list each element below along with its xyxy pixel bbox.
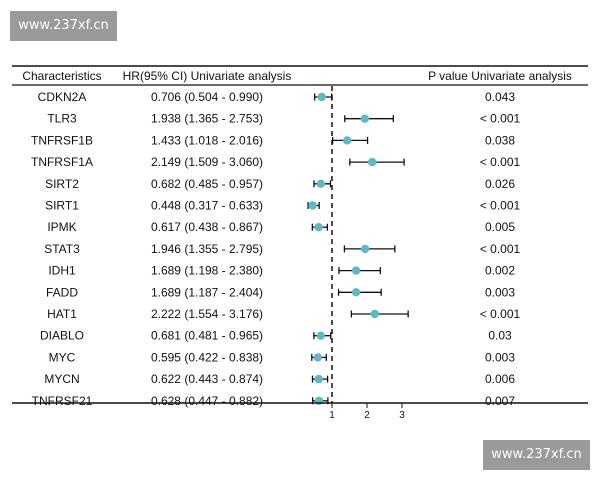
forest-row: DIABLO 0.681 (0.481 - 0.965) 0.03 xyxy=(40,329,512,343)
forest-row: TLR3 1.938 (1.365 - 2.753) < 0.001 xyxy=(47,112,520,126)
forest-row: STAT3 1.946 (1.355 - 2.795) < 0.001 xyxy=(44,242,520,256)
forest-row: TNFRSF1A 2.149 (1.509 - 3.060) < 0.001 xyxy=(31,155,521,169)
row-name: STAT3 xyxy=(44,242,80,256)
row-hr-ci: 1.938 (1.365 - 2.753) xyxy=(151,112,263,126)
hr-point xyxy=(308,201,317,210)
row-hr-ci: 0.681 (0.481 - 0.965) xyxy=(151,329,263,343)
x-axis: 1 2 3 xyxy=(329,86,405,421)
forest-row: IPMK 0.617 (0.438 - 0.867) 0.005 xyxy=(47,220,515,234)
row-p-value: 0.006 xyxy=(485,372,515,386)
row-hr-ci: 0.628 (0.447 - 0.882) xyxy=(151,394,263,408)
forest-row: HAT1 2.222 (1.554 - 3.176) < 0.001 xyxy=(47,307,520,321)
row-p-value: 0.043 xyxy=(485,90,515,104)
hr-point xyxy=(351,266,361,275)
forest-row: CDKN2A 0.706 (0.504 - 0.990) 0.043 xyxy=(38,90,516,104)
forest-row: FADD 1.689 (1.187 - 2.404) 0.003 xyxy=(46,285,515,299)
row-p-value: 0.002 xyxy=(485,264,515,278)
row-name: IDH1 xyxy=(48,264,76,278)
row-p-value: < 0.001 xyxy=(480,199,521,213)
hr-point xyxy=(316,179,326,188)
watermark-bottom: www.237xf.cn xyxy=(483,440,590,470)
row-p-value: < 0.001 xyxy=(480,307,521,321)
hr-point xyxy=(368,157,377,167)
row-hr-ci: 0.682 (0.485 - 0.957) xyxy=(151,177,263,191)
forest-row: SIRT2 0.682 (0.485 - 0.957) 0.026 xyxy=(45,177,515,191)
row-name: TNFRSF1A xyxy=(31,155,93,169)
row-name: FADD xyxy=(46,285,78,299)
hr-point xyxy=(351,288,361,297)
forest-row: TNFRSF1B 1.433 (1.018 - 2.016) 0.038 xyxy=(31,133,515,147)
row-p-value: 0.007 xyxy=(485,394,515,408)
hr-point xyxy=(314,374,323,384)
hr-point xyxy=(314,223,323,232)
row-p-value: 0.003 xyxy=(485,285,515,299)
watermark-top: www.237xf.cn xyxy=(10,11,117,41)
row-name: TNFRSF21 xyxy=(32,394,93,408)
row-p-value: 0.005 xyxy=(485,220,515,234)
hr-point xyxy=(317,92,326,102)
hr-point xyxy=(360,114,370,123)
row-name: HAT1 xyxy=(47,307,77,321)
row-p-value: < 0.001 xyxy=(480,242,521,256)
header-hr: HR(95% CI) Univariate analysis xyxy=(123,69,292,83)
row-hr-ci: 0.706 (0.504 - 0.990) xyxy=(151,90,263,104)
row-name: SIRT1 xyxy=(45,199,79,213)
row-hr-ci: 1.433 (1.018 - 2.016) xyxy=(151,133,263,147)
row-hr-ci: 2.222 (1.554 - 3.176) xyxy=(151,307,263,321)
row-name: TLR3 xyxy=(47,112,77,126)
row-p-value: 0.026 xyxy=(485,177,515,191)
forest-row: MYCN 0.622 (0.443 - 0.874) 0.006 xyxy=(44,372,515,386)
hr-point xyxy=(370,309,379,319)
x-tick-label: 3 xyxy=(399,410,405,421)
row-p-value: < 0.001 xyxy=(480,155,521,169)
forest-row: IDH1 1.689 (1.198 - 2.380) 0.002 xyxy=(48,264,515,278)
x-tick-label: 1 xyxy=(329,410,335,421)
forest-row: SIRT1 0.448 (0.317 - 0.633) < 0.001 xyxy=(45,199,520,213)
x-tick-label: 2 xyxy=(364,410,370,421)
row-p-value: 0.003 xyxy=(485,350,515,364)
row-name: IPMK xyxy=(47,220,76,234)
row-p-value: 0.03 xyxy=(488,329,512,343)
row-name: CDKN2A xyxy=(38,90,87,104)
header-characteristics: Characteristics xyxy=(22,69,101,83)
row-p-value: 0.038 xyxy=(485,133,515,147)
row-name: SIRT2 xyxy=(45,177,79,191)
header-p: P value Univariate analysis xyxy=(428,69,572,83)
rows-layer: CDKN2A 0.706 (0.504 - 0.990) 0.043 TLR3 1.93… xyxy=(31,90,521,408)
row-name: TNFRSF1B xyxy=(31,133,93,147)
forest-row: MYC 0.595 (0.422 - 0.838) 0.003 xyxy=(49,350,516,364)
hr-point xyxy=(316,331,326,340)
row-hr-ci: 2.149 (1.509 - 3.060) xyxy=(151,155,263,169)
row-hr-ci: 1.946 (1.355 - 2.795) xyxy=(151,242,263,256)
hr-point xyxy=(360,244,370,254)
row-hr-ci: 1.689 (1.198 - 2.380) xyxy=(151,264,263,278)
row-name: MYCN xyxy=(44,372,79,386)
hr-point xyxy=(342,136,352,145)
row-p-value: < 0.001 xyxy=(480,112,521,126)
row-hr-ci: 0.595 (0.422 - 0.838) xyxy=(151,350,263,364)
row-hr-ci: 0.617 (0.438 - 0.867) xyxy=(151,220,263,234)
row-hr-ci: 0.622 (0.443 - 0.874) xyxy=(151,372,263,386)
row-hr-ci: 0.448 (0.317 - 0.633) xyxy=(151,199,263,213)
forest-row: TNFRSF21 0.628 (0.447 - 0.882) 0.007 xyxy=(32,394,516,408)
row-hr-ci: 1.689 (1.187 - 2.404) xyxy=(151,285,263,299)
row-name: DIABLO xyxy=(40,329,84,343)
row-name: MYC xyxy=(49,350,76,364)
hr-point xyxy=(313,353,323,362)
